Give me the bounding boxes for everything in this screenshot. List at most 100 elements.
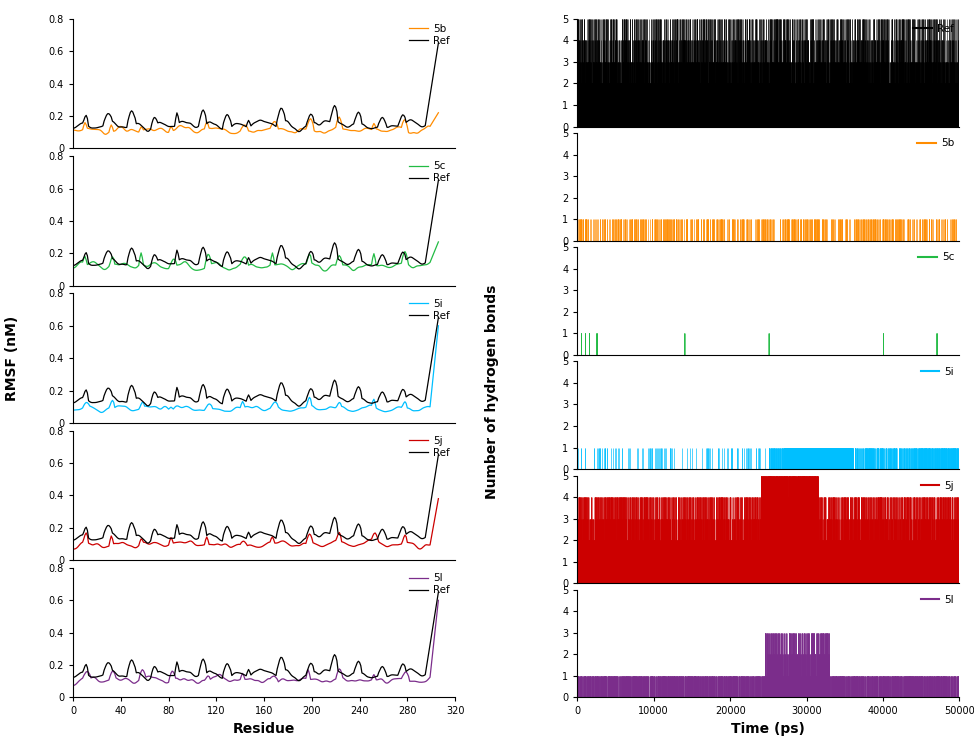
- Ref: [432, 38, 444, 48]
- Line: Ref: Ref: [74, 592, 438, 681]
- Text: Number of hydrogen bonds: Number of hydrogen bonds: [485, 285, 499, 499]
- 5b: [432, 109, 444, 118]
- Line: 5j: 5j: [74, 498, 438, 549]
- Line: 5b: 5b: [74, 113, 438, 134]
- 5j: [240, 538, 251, 547]
- Ref: [321, 666, 333, 675]
- Legend: 5j, Ref: 5j, Ref: [409, 436, 450, 458]
- 5c: [185, 263, 197, 272]
- Line: Ref: Ref: [74, 180, 438, 269]
- Text: RMSF (nM): RMSF (nM): [5, 315, 19, 401]
- Ref: [293, 127, 305, 136]
- 5j: [390, 541, 401, 550]
- Ref: [196, 107, 207, 116]
- 5b: [187, 126, 199, 135]
- Ref: [196, 656, 207, 665]
- Ref: [185, 669, 197, 678]
- 5c: [432, 238, 444, 247]
- Ref: [293, 676, 305, 685]
- Legend: 5i: 5i: [920, 366, 955, 376]
- 5c: [319, 266, 331, 275]
- Ref: [432, 450, 444, 459]
- Ref: [293, 539, 305, 548]
- 5i: [391, 403, 402, 412]
- 5c: [333, 251, 345, 260]
- Ref: [333, 256, 345, 265]
- Ref: [293, 402, 305, 411]
- 5c: [321, 265, 333, 274]
- Ref: [68, 673, 80, 682]
- 5b: [241, 121, 252, 130]
- 5b: [321, 127, 333, 136]
- 5b: [198, 124, 209, 133]
- Ref: [432, 313, 444, 322]
- 5b: [333, 112, 345, 121]
- Line: 5i: 5i: [74, 326, 438, 412]
- Ref: [321, 529, 333, 538]
- 5c: [196, 265, 207, 274]
- 5c: [240, 253, 251, 262]
- Legend: 5b: 5b: [917, 138, 955, 149]
- Ref: [68, 261, 80, 270]
- 5l: [432, 596, 444, 605]
- 5i: [198, 406, 209, 415]
- Ref: [391, 533, 402, 542]
- Line: 5c: 5c: [74, 242, 438, 271]
- 5j: [332, 530, 344, 539]
- 5i: [187, 405, 199, 414]
- Ref: [68, 535, 80, 544]
- Ref: [68, 124, 80, 133]
- Ref: [321, 254, 333, 263]
- Ref: [391, 259, 402, 268]
- Ref: [240, 121, 251, 130]
- Ref: [432, 587, 444, 596]
- Ref: [196, 519, 207, 528]
- 5i: [432, 321, 444, 330]
- 5i: [321, 404, 333, 413]
- Ref: [240, 396, 251, 405]
- Line: Ref: Ref: [74, 455, 438, 544]
- 5j: [432, 494, 444, 503]
- Line: Ref: Ref: [74, 43, 438, 132]
- Legend: 5l, Ref: 5l, Ref: [409, 573, 450, 595]
- 5l: [240, 675, 251, 684]
- Ref: [391, 670, 402, 679]
- 5i: [68, 406, 80, 415]
- Legend: 5j: 5j: [920, 481, 955, 491]
- Ref: [333, 667, 345, 676]
- Ref: [333, 530, 345, 539]
- Ref: [185, 394, 197, 403]
- Ref: [185, 119, 197, 128]
- 5i: [333, 398, 345, 407]
- Legend: Ref: Ref: [914, 24, 955, 34]
- X-axis label: Time (ps): Time (ps): [731, 722, 805, 736]
- Legend: 5l: 5l: [920, 595, 955, 605]
- Ref: [240, 533, 251, 542]
- 5j: [320, 541, 332, 550]
- Ref: [293, 265, 305, 274]
- Line: Ref: Ref: [74, 317, 438, 406]
- Ref: [196, 244, 207, 253]
- Ref: [432, 176, 444, 185]
- 5c: [391, 260, 402, 269]
- Ref: [240, 259, 251, 268]
- Ref: [321, 117, 333, 126]
- 5b: [68, 126, 80, 135]
- Legend: 5c: 5c: [918, 253, 955, 262]
- Ref: [391, 121, 402, 130]
- Ref: [185, 256, 197, 265]
- Legend: 5c, Ref: 5c, Ref: [409, 161, 450, 183]
- Ref: [391, 396, 402, 405]
- Ref: [321, 391, 333, 400]
- Ref: [333, 393, 345, 402]
- 5l: [320, 676, 332, 685]
- Ref: [333, 118, 345, 127]
- 5i: [241, 402, 252, 411]
- Legend: 5i, Ref: 5i, Ref: [409, 299, 450, 320]
- 5l: [185, 675, 197, 684]
- 5b: [99, 130, 111, 139]
- 5l: [196, 676, 207, 685]
- 5l: [390, 674, 401, 683]
- Ref: [196, 382, 207, 391]
- 5l: [332, 667, 344, 676]
